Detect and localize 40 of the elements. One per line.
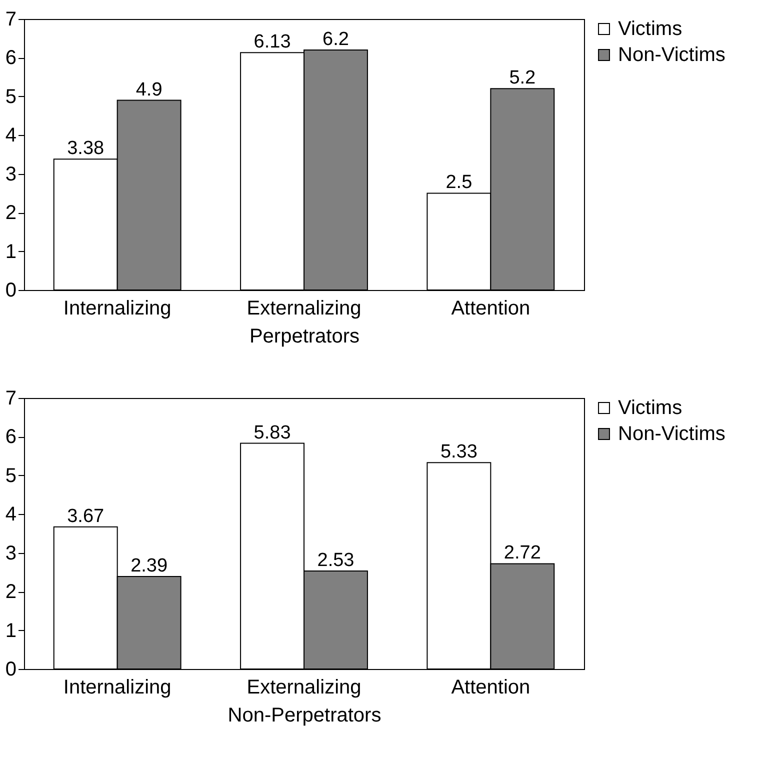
y-tick-label: 0 (5, 658, 16, 680)
y-tick-label: 3 (5, 163, 16, 186)
y-tick-label: 7 (5, 388, 16, 410)
y-tick-label: 2 (5, 581, 16, 604)
x-tick-label: Externalizing (246, 676, 362, 698)
x-tick-label: Attention (451, 298, 530, 320)
data-label: 2.72 (504, 542, 541, 564)
x-tick-label: Externalizing (246, 298, 362, 320)
data-label: 5.2 (509, 68, 536, 89)
legend-label: Victims (618, 397, 682, 419)
data-label: 5.83 (254, 422, 291, 444)
y-tick-label: 0 (5, 280, 16, 302)
y-tick-label: 7 (5, 8, 16, 30)
y-tick-label: 1 (5, 620, 16, 642)
y-tick-label: 3 (5, 542, 16, 564)
x-tick-label: Attention (451, 676, 530, 698)
data-label: 6.13 (254, 32, 291, 53)
data-label: 2.5 (446, 172, 472, 194)
legend-label: Non-Victims (618, 423, 726, 445)
data-label: 6.2 (322, 28, 349, 50)
y-tick-label: 4 (5, 124, 16, 147)
data-label: 5.33 (440, 442, 478, 463)
x-tick-label: Internalizing (63, 298, 172, 320)
y-tick-label: 6 (5, 47, 16, 70)
data-label: 3.38 (67, 138, 104, 160)
data-label: 4.9 (136, 79, 162, 100)
legend-label: Non-Victims (618, 44, 726, 66)
y-tick-label: 5 (5, 464, 16, 487)
data-label: 2.53 (317, 550, 354, 572)
data-label: 3.67 (67, 506, 104, 527)
legend-label: Victims (618, 18, 682, 40)
data-label: 2.39 (130, 555, 168, 576)
x-axis-title: Non-Perpetrators (228, 704, 382, 726)
y-tick-label: 1 (5, 240, 16, 263)
x-tick-label: Internalizing (63, 676, 172, 698)
y-tick-label: 6 (5, 426, 16, 448)
y-tick-label: 4 (5, 504, 16, 526)
x-axis-title: Perpetrators (249, 326, 360, 348)
y-tick-label: 5 (5, 86, 16, 108)
y-tick-label: 2 (5, 202, 16, 224)
